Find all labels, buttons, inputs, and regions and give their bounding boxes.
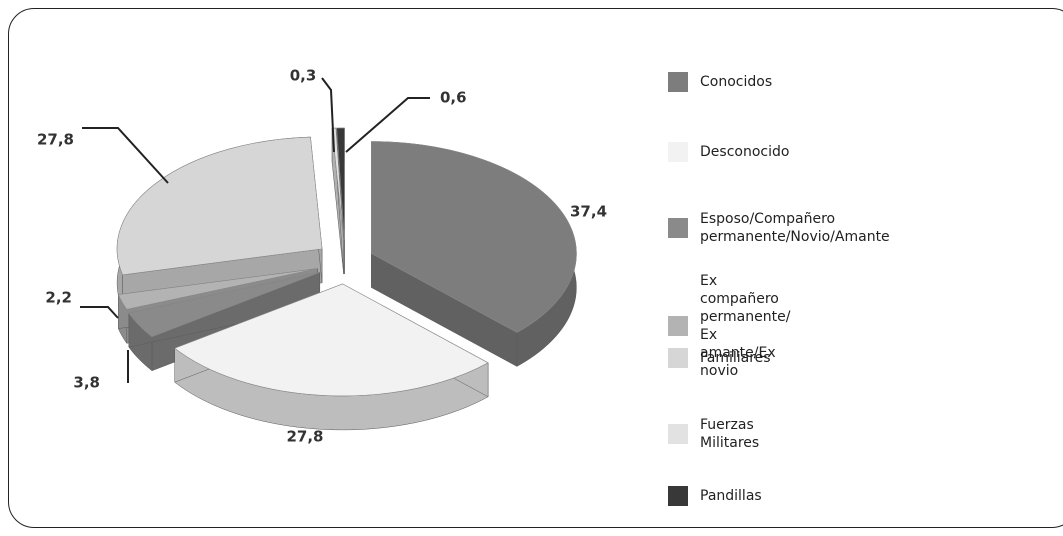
data-label: 2,2 [45,289,72,307]
legend-label: Ex compañero permanente/ Ex amante/Ex no… [700,273,791,379]
slice-shade [332,128,344,275]
legend-label: Fuerzas Militares [700,417,760,451]
legend-label: Familiares [700,350,771,366]
data-label: 27,8 [286,428,323,446]
slice [371,141,577,367]
leader-line [80,306,119,319]
legend-item: Fuerzas Militares [668,416,759,452]
slice [331,127,344,275]
legend-label: Desconocido [700,144,790,160]
data-label: 0,6 [440,89,467,107]
slice-shade [371,253,517,367]
legend-item: Esposo/Compañero permanente/Novio/Amante [668,210,890,246]
slice-top [128,272,320,338]
legend-item: Desconocido [668,142,789,162]
slice-shade [128,272,320,348]
legend-item: Ex compañero permanente/ Ex amante/Ex no… [668,272,790,380]
legend-swatch [668,486,688,506]
legend-swatch [668,348,688,368]
leader-line [321,77,335,153]
slice-top [371,141,577,333]
legend-item: Familiares [668,348,771,368]
slice-shade [174,348,489,430]
data-label: 27,8 [37,131,74,149]
leader-line [345,97,430,153]
slice-top [116,136,323,276]
slice-top [336,127,345,241]
legend-swatch [668,142,688,162]
slice-top [117,268,318,310]
legend-label: Conocidos [700,74,773,90]
data-label: 37,4 [570,203,607,221]
slice-top [174,283,489,397]
data-label: 0,3 [290,67,317,85]
legend-swatch [668,316,688,336]
legend-label: Pandillas [700,488,762,504]
legend-swatch [668,218,688,238]
legend-label: Esposo/Compañero permanente/Novio/Amante [700,211,890,245]
data-label: 3,8 [73,374,100,392]
legend-item: Conocidos [668,72,772,92]
legend-swatch [668,424,688,444]
legend-swatch [668,72,688,92]
legend-item: Pandillas [668,486,762,506]
chart-frame [8,8,1063,528]
leader-line [82,127,169,184]
slice [174,283,489,431]
